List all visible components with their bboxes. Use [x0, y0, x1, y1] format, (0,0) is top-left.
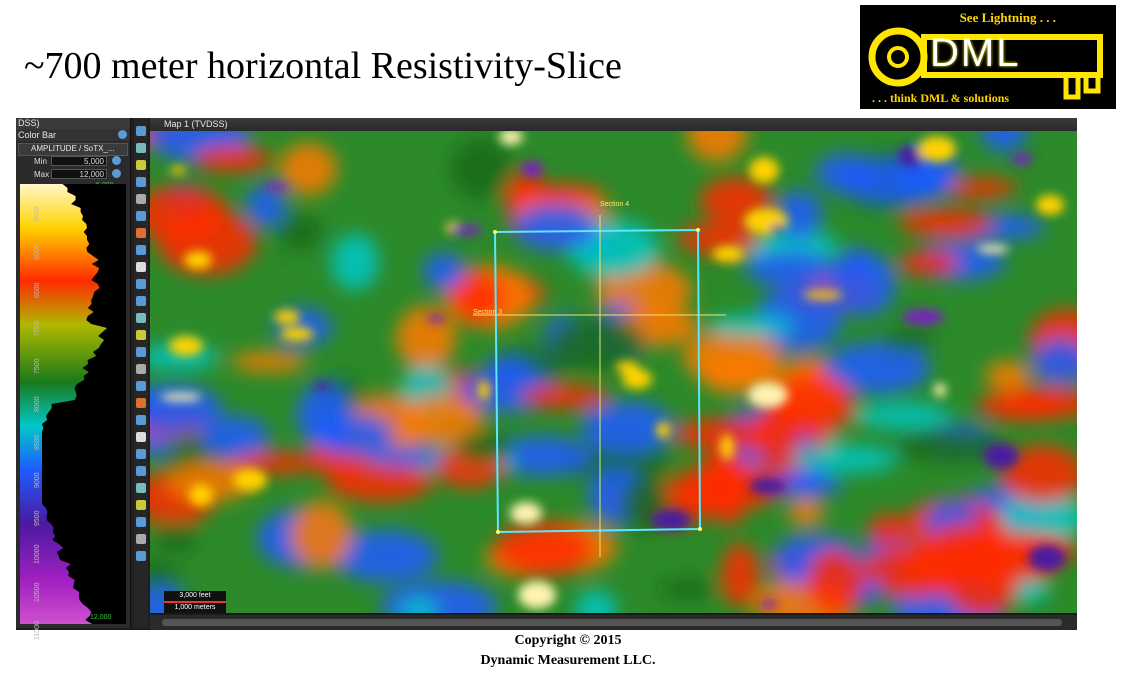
map-titlebar: Map 1 (TVDSS): [150, 118, 1077, 131]
toolbar-tool-icon[interactable]: [136, 279, 146, 289]
toolbar-tool-icon[interactable]: [136, 483, 146, 493]
toolbar-tool-icon[interactable]: [136, 381, 146, 391]
logo-tagline-top: See Lightning . . .: [959, 10, 1056, 25]
toolbar-tool-icon[interactable]: [136, 296, 146, 306]
color-bar-tick: 5500: [34, 206, 41, 222]
color-bar-tick: 9500: [34, 510, 41, 526]
toolbar-tool-icon[interactable]: [136, 143, 146, 153]
map-heatmap[interactable]: [150, 131, 1077, 613]
toolbar-tool-icon[interactable]: [136, 500, 146, 510]
color-bar-tick: 10000: [34, 544, 41, 564]
toolbar-tool-icon[interactable]: [136, 211, 146, 221]
max-row: Max 12,000: [32, 169, 121, 180]
toolbar-tool-icon[interactable]: [136, 534, 146, 544]
toolbar-tool-icon[interactable]: [136, 551, 146, 561]
toolbar-tool-icon[interactable]: [136, 245, 146, 255]
toolbar-tool-icon[interactable]: [136, 347, 146, 357]
color-bar-tick: 7000: [34, 320, 41, 336]
color-bar-panel: DSS) Color Bar AMPLITUDE / SoTX_... Min …: [16, 118, 131, 640]
min-refresh-icon[interactable]: [112, 156, 121, 165]
toolbar-tool-icon[interactable]: [136, 415, 146, 425]
scrollbar-thumb[interactable]: [162, 619, 1062, 626]
horizontal-scrollbar[interactable]: [150, 615, 1077, 630]
slide-title: ~700 meter horizontal Resistivity-Slice: [24, 45, 622, 87]
max-label: Max: [34, 170, 50, 179]
toolbar-tool-icon[interactable]: [136, 330, 146, 340]
map-title: Map 1 (TVDSS): [164, 119, 228, 129]
color-bar-tick: 6000: [34, 244, 41, 260]
toolbar-tool-icon[interactable]: [136, 126, 146, 136]
copyright-line: Copyright © 2015: [514, 633, 622, 648]
attribute-select-value: AMPLITUDE / SoTX_...: [31, 144, 115, 153]
toolbar-tool-icon[interactable]: [136, 160, 146, 170]
toolbar-tool-icon[interactable]: [136, 364, 146, 374]
color-bar-tick: 8000: [34, 396, 41, 412]
software-window: DSS) Color Bar AMPLITUDE / SoTX_... Min …: [16, 118, 1077, 640]
attribute-select[interactable]: AMPLITUDE / SoTX_...: [18, 143, 128, 156]
resistivity-map[interactable]: Section 4 Section 3 3,000 feet 1,000 met…: [150, 131, 1077, 613]
logo-tagline-bottom: . . . think DML & solutions: [872, 91, 1010, 105]
min-input[interactable]: 5,000: [51, 156, 107, 166]
dml-logo: See Lightning . . . DML . . . think DML …: [860, 5, 1116, 109]
section-4-label: Section 4: [600, 201, 630, 208]
color-bar-histogram: [20, 184, 126, 624]
color-bar-tick: 7500: [34, 358, 41, 374]
copyright: Copyright © 2015 Dynamic Measurement LLC…: [0, 631, 1136, 671]
panel-title: DSS): [18, 118, 40, 128]
toolbar-tool-icon[interactable]: [136, 194, 146, 204]
toolbar-tool-icon[interactable]: [136, 466, 146, 476]
min-label: Min: [34, 157, 47, 166]
color-bar-title: Color Bar: [18, 130, 57, 140]
color-bar-tick: 10500: [34, 582, 41, 602]
scale-feet: 3,000 feet: [164, 591, 226, 603]
max-refresh-icon[interactable]: [112, 169, 121, 178]
vertical-toolbar: [134, 118, 148, 628]
toolbar-tool-icon[interactable]: [136, 432, 146, 442]
scale-bar: 3,000 feet 1,000 meters: [164, 591, 226, 613]
max-input[interactable]: 12,000: [51, 169, 107, 179]
toolbar-tool-icon[interactable]: [136, 517, 146, 527]
color-bar-header: Color Bar: [16, 129, 130, 141]
key-logo-graphic: [868, 27, 1103, 100]
color-bar-tick: 8500: [34, 434, 41, 450]
scale-meters: 1,000 meters: [164, 603, 226, 613]
toolbar-tool-icon[interactable]: [136, 177, 146, 187]
toolbar-tool-icon[interactable]: [136, 449, 146, 459]
logo-wordmark: DML: [930, 31, 1021, 75]
toolbar-tool-icon[interactable]: [136, 398, 146, 408]
section-3-label: Section 3: [473, 309, 503, 316]
panel-titlebar: DSS): [16, 118, 130, 129]
min-row: Min 5,000: [32, 156, 121, 167]
map-window: Map 1 (TVDSS) Section 4 Section 3 3,0: [150, 118, 1077, 630]
settings-icon[interactable]: [118, 130, 127, 139]
toolbar-tool-icon[interactable]: [136, 313, 146, 323]
color-bar-tick: 9000: [34, 472, 41, 488]
color-bar-tick: 6500: [34, 282, 41, 298]
toolbar-tool-icon[interactable]: [136, 228, 146, 238]
bottom-marker-value: 12,000: [90, 614, 112, 621]
company-name: Dynamic Measurement LLC.: [480, 653, 656, 668]
toolbar-tool-icon[interactable]: [136, 262, 146, 272]
